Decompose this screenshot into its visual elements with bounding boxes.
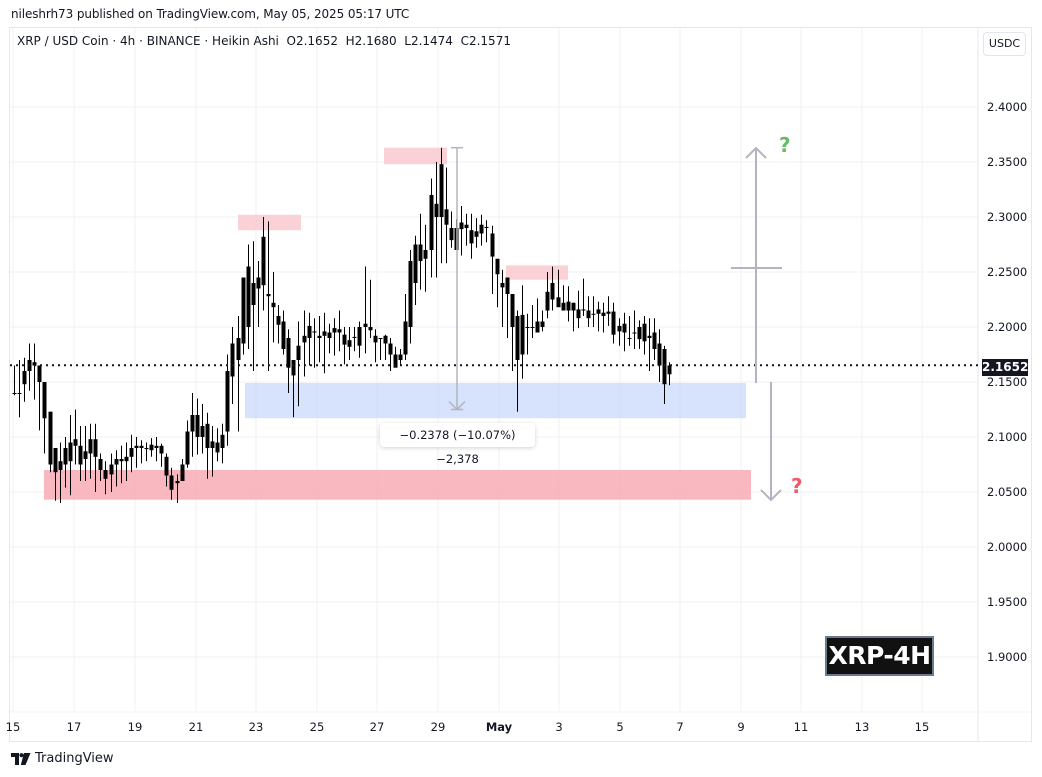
support-zone [44, 470, 751, 500]
time-axis-label: 15 [914, 720, 930, 734]
time-axis-label: 27 [369, 720, 385, 734]
time-axis-label: 23 [248, 720, 264, 734]
last-price-tag: 2.1652 [982, 359, 1029, 376]
price-axis-label: 1.9000 [987, 650, 1028, 664]
symbol-info: XRP / USD Coin · 4h · BINANCE · Heikin A… [17, 34, 279, 48]
price-axis-label: 2.1500 [987, 375, 1028, 389]
time-axis-label: 7 [676, 720, 684, 734]
symbol-timeframe-badge: XRP-4H [825, 636, 934, 676]
brand-text: TradingView [35, 751, 114, 766]
demand-zone [245, 383, 746, 419]
price-axis-label: 2.4000 [987, 100, 1028, 114]
time-axis-label: 3 [555, 720, 563, 734]
time-axis-label: 21 [188, 720, 204, 734]
open-value: O2.1652 [286, 34, 338, 48]
low-value: L2.1474 [404, 34, 453, 48]
measure-label: −0.2378 (−10.07%) −2,378 [380, 423, 535, 466]
currency-button[interactable]: USDC [983, 32, 1026, 56]
price-axis-label: 2.2500 [987, 265, 1028, 279]
symbol-legend: XRP / USD Coin · 4h · BINANCE · Heikin A… [17, 34, 511, 48]
tradingview-logo-icon [11, 752, 31, 765]
time-axis-label: 5 [616, 720, 624, 734]
resistance-mark [238, 214, 301, 231]
resistance-mark [384, 147, 447, 165]
time-axis-label: 9 [737, 720, 745, 734]
time-axis-label: 29 [430, 720, 446, 734]
price-axis-label: 1.9500 [987, 595, 1028, 609]
price-axis-label: 2.2000 [987, 320, 1028, 334]
price-axis-label: 2.0500 [987, 485, 1028, 499]
price-axis-label: 2.3000 [987, 210, 1028, 224]
high-value: H2.1680 [345, 34, 397, 48]
price-axis-label: 2.0000 [987, 540, 1028, 554]
chart-zones [44, 147, 751, 500]
downside-question-mark: ? [791, 474, 803, 498]
chart-grid [10, 28, 1031, 741]
time-axis-label: 25 [309, 720, 325, 734]
upside-question-mark: ? [779, 133, 791, 157]
time-axis-label: 19 [127, 720, 143, 734]
published-byline: nileshrh73 published on TradingView.com,… [11, 7, 410, 21]
close-value: C2.1571 [460, 34, 511, 48]
time-axis-label: 13 [854, 720, 870, 734]
time-axis-label: 15 [5, 720, 21, 734]
time-axis-label: 17 [66, 720, 82, 734]
chart-overlays [10, 146, 978, 502]
tradingview-brand[interactable]: TradingView [11, 751, 114, 766]
price-axis-label: 2.3500 [987, 155, 1028, 169]
candlesticks [12, 147, 672, 503]
price-axis-label: 2.1000 [987, 430, 1028, 444]
chart-frame[interactable] [9, 27, 1032, 742]
time-axis-label: 11 [793, 720, 809, 734]
time-axis-label: May [485, 720, 513, 734]
